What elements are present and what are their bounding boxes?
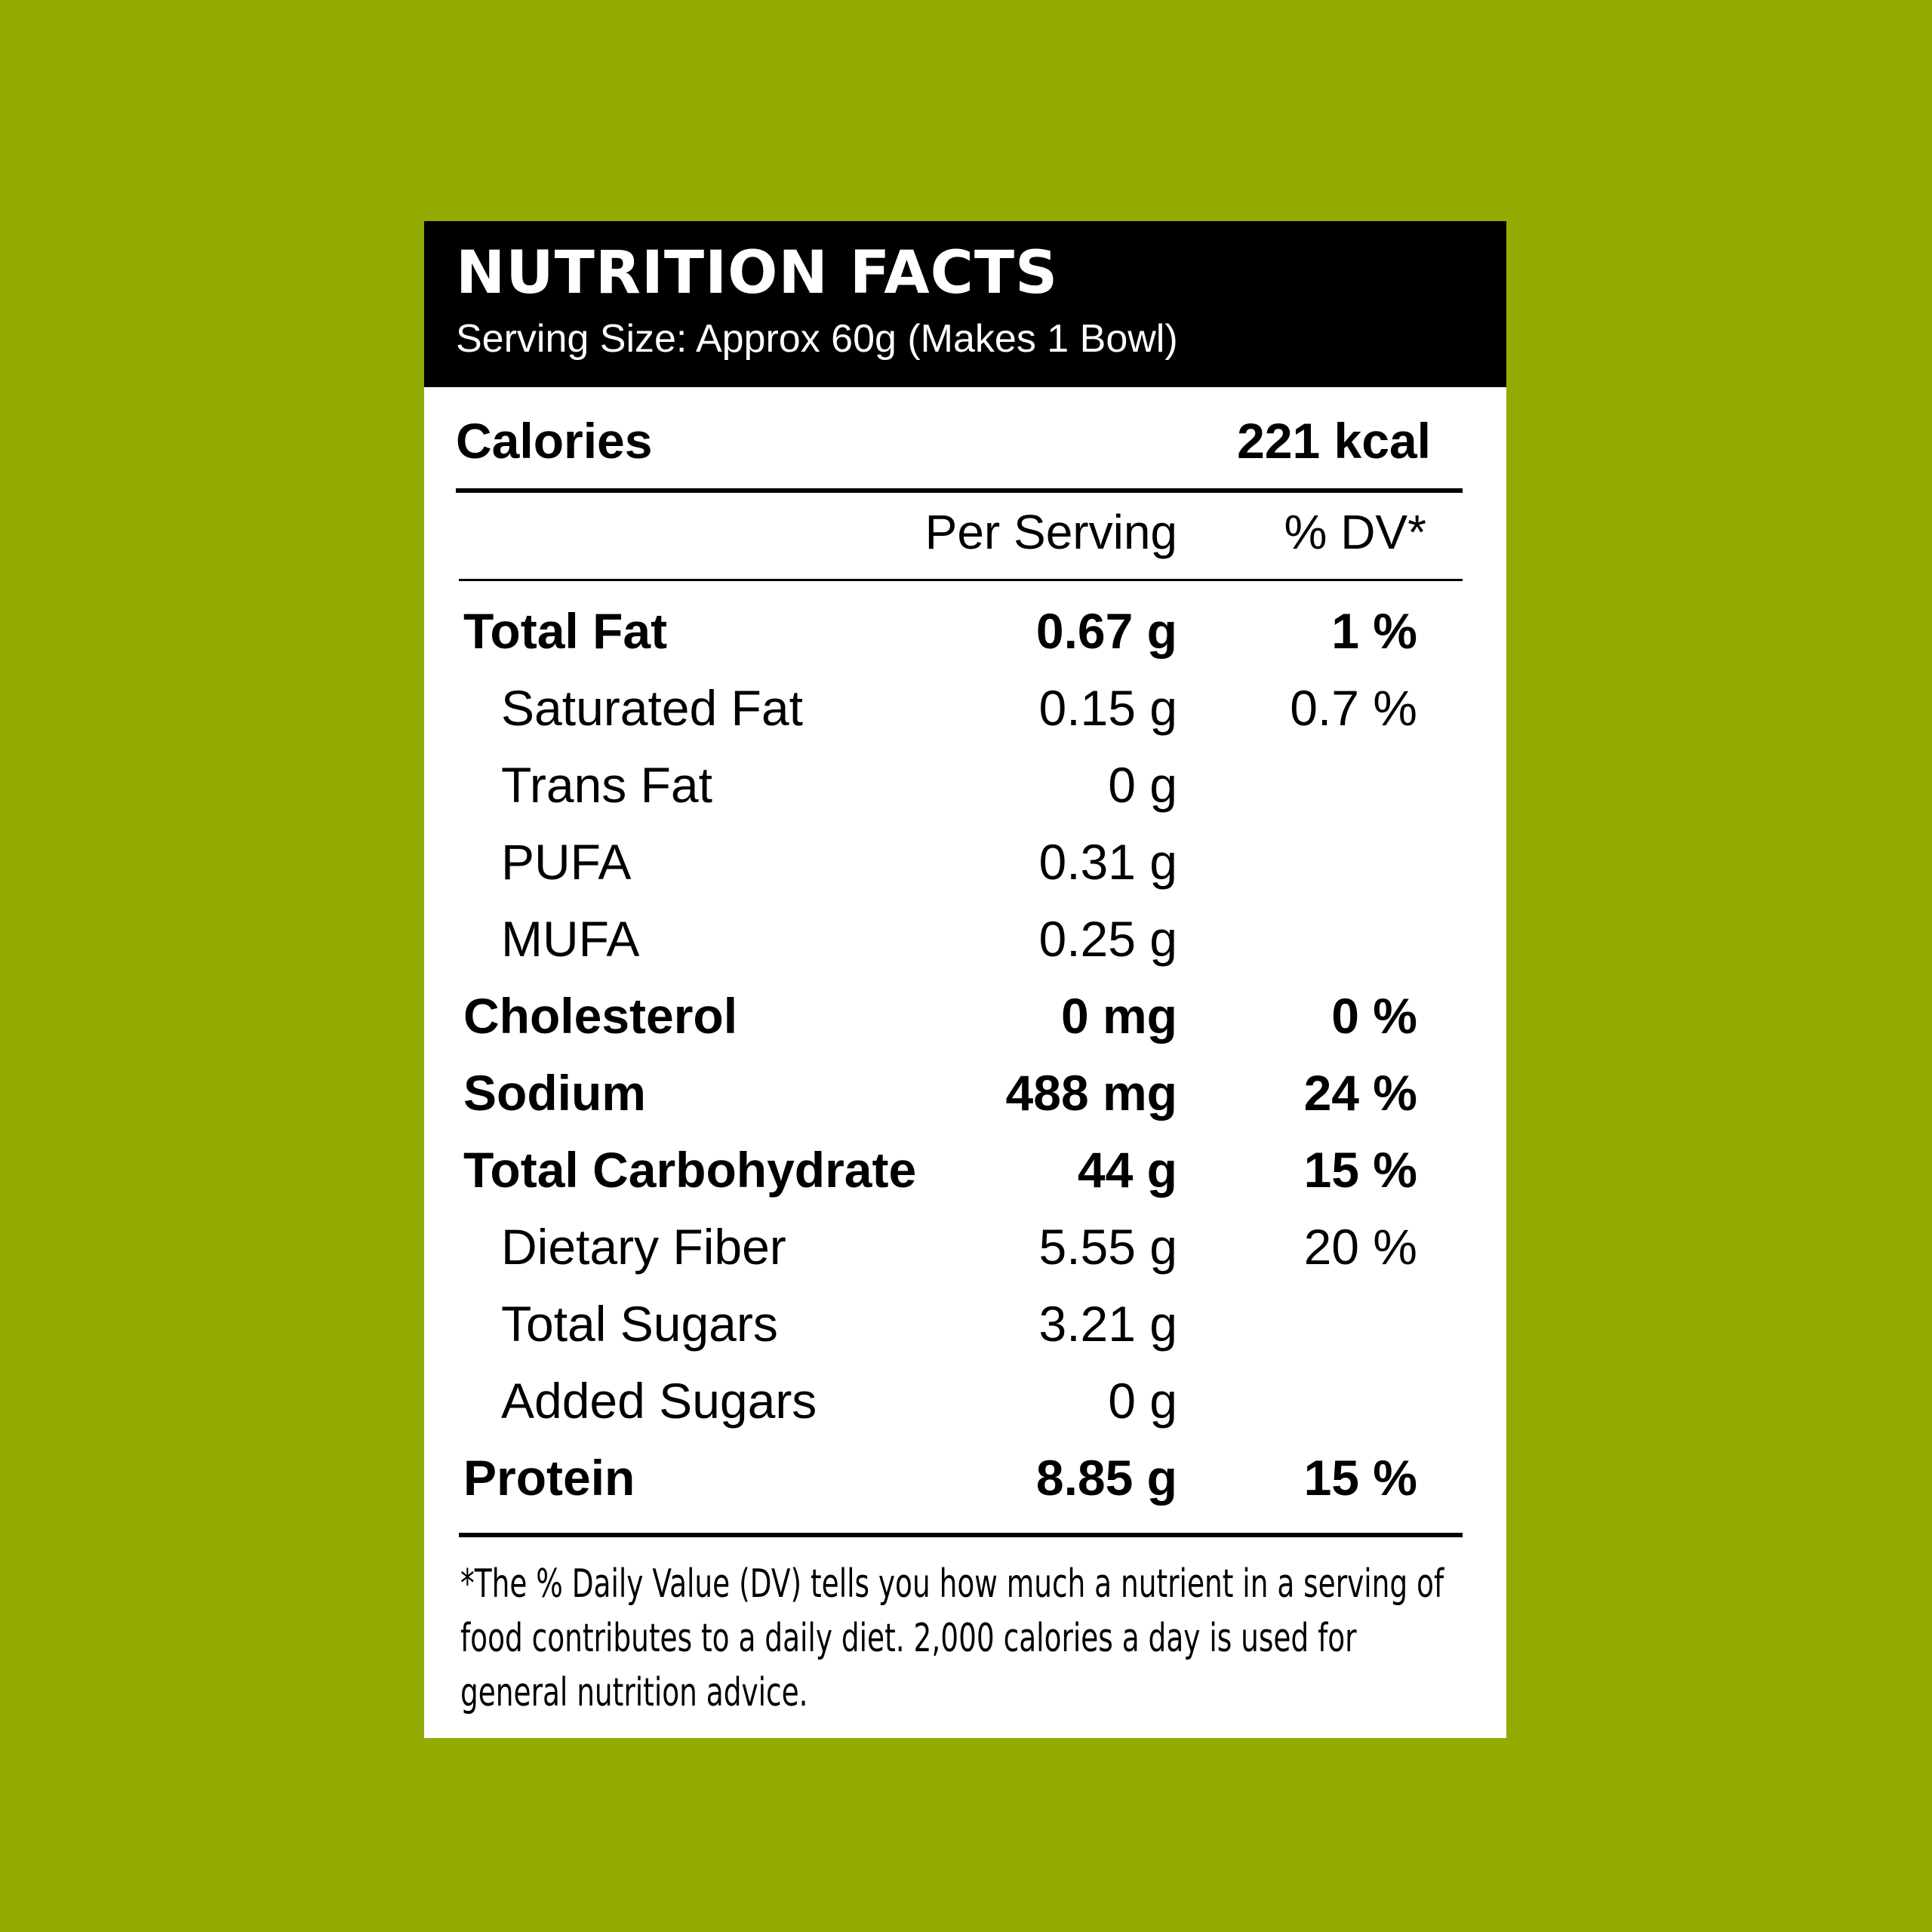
nutrient-amount: 0 mg bbox=[1060, 988, 1177, 1044]
divider-thick-top bbox=[456, 488, 1463, 493]
serving-size: Serving Size: Approx 60g (Makes 1 Bowl) bbox=[456, 317, 1178, 361]
nutrient-name: Sodium bbox=[463, 1065, 646, 1121]
divider-thick-bottom bbox=[459, 1533, 1463, 1537]
nutrient-row-trans-fat: Trans Fat 0 g bbox=[424, 760, 1506, 828]
nutrient-row-dietary-fiber: Dietary Fiber 5.55 g 20 % bbox=[424, 1222, 1506, 1290]
nutrient-row-cholesterol: Cholesterol 0 mg 0 % bbox=[424, 991, 1506, 1059]
nutrition-facts-label: NUTRITION FACTS Serving Size: Approx 60g… bbox=[424, 221, 1506, 1738]
nutrient-name: Total Carbohydrate bbox=[463, 1142, 917, 1198]
nutrient-name: MUFA bbox=[501, 911, 640, 967]
nutrient-row-mufa: MUFA 0.25 g bbox=[424, 914, 1506, 982]
nutrient-amount: 0 g bbox=[1108, 1373, 1177, 1429]
nutrient-dv: 15 % bbox=[1303, 1450, 1417, 1506]
nutrient-name: Cholesterol bbox=[463, 988, 738, 1044]
nutrient-name: Saturated Fat bbox=[501, 680, 803, 736]
nutrient-dv: 15 % bbox=[1303, 1142, 1417, 1198]
nutrient-row-added-sugars: Added Sugars 0 g bbox=[424, 1376, 1506, 1444]
nutrient-name: Dietary Fiber bbox=[501, 1219, 786, 1275]
calories-row: Calories 221 kcal bbox=[456, 416, 1431, 476]
nutrient-amount: 0.25 g bbox=[1038, 911, 1178, 967]
nutrient-amount: 0.31 g bbox=[1038, 834, 1178, 890]
label-header: NUTRITION FACTS Serving Size: Approx 60g… bbox=[424, 221, 1506, 387]
nutrient-dv: 1 % bbox=[1331, 603, 1417, 659]
nutrient-name: Protein bbox=[463, 1450, 635, 1506]
nutrient-name: Added Sugars bbox=[501, 1373, 817, 1429]
nutrient-row-total-carbohydrate: Total Carbohydrate 44 g 15 % bbox=[424, 1145, 1506, 1213]
nutrient-dv: 20 % bbox=[1303, 1219, 1417, 1275]
calories-label: Calories bbox=[456, 413, 653, 469]
nutrient-amount: 8.85 g bbox=[1035, 1450, 1177, 1506]
nutrient-row-protein: Protein 8.85 g 15 % bbox=[424, 1453, 1506, 1521]
nutrient-amount: 0 g bbox=[1108, 757, 1177, 813]
nutrient-name: PUFA bbox=[501, 834, 632, 890]
nutrient-amount: 0.15 g bbox=[1038, 680, 1178, 736]
divider-thin bbox=[459, 579, 1463, 581]
nutrient-amount: 3.21 g bbox=[1038, 1296, 1178, 1352]
nutrient-dv: 0 % bbox=[1331, 988, 1417, 1044]
label-title: NUTRITION FACTS bbox=[456, 239, 1059, 307]
nutrient-name: Total Sugars bbox=[501, 1296, 778, 1352]
column-header-dv: % DV* bbox=[1284, 505, 1427, 559]
nutrient-dv: 24 % bbox=[1303, 1065, 1417, 1121]
nutrient-amount: 44 g bbox=[1077, 1142, 1177, 1198]
calories-value: 221 kcal bbox=[1237, 413, 1431, 469]
nutrient-dv: 0.7 % bbox=[1290, 680, 1417, 736]
nutrient-amount: 5.55 g bbox=[1038, 1219, 1178, 1275]
nutrient-row-total-fat: Total Fat 0.67 g 1 % bbox=[424, 606, 1506, 674]
nutrient-amount: 488 mg bbox=[1005, 1065, 1177, 1121]
column-header-per-serving: Per Serving bbox=[924, 505, 1177, 559]
nutrient-row-pufa: PUFA 0.31 g bbox=[424, 837, 1506, 905]
nutrient-row-total-sugars: Total Sugars 3.21 g bbox=[424, 1299, 1506, 1367]
nutrient-row-sodium: Sodium 488 mg 24 % bbox=[424, 1068, 1506, 1136]
nutrient-row-saturated-fat: Saturated Fat 0.15 g 0.7 % bbox=[424, 683, 1506, 751]
nutrient-amount: 0.67 g bbox=[1035, 603, 1177, 659]
nutrient-name: Total Fat bbox=[463, 603, 668, 659]
nutrient-name: Trans Fat bbox=[501, 757, 712, 813]
daily-value-footnote: *The % Daily Value (DV) tells you how mu… bbox=[460, 1561, 1444, 1715]
